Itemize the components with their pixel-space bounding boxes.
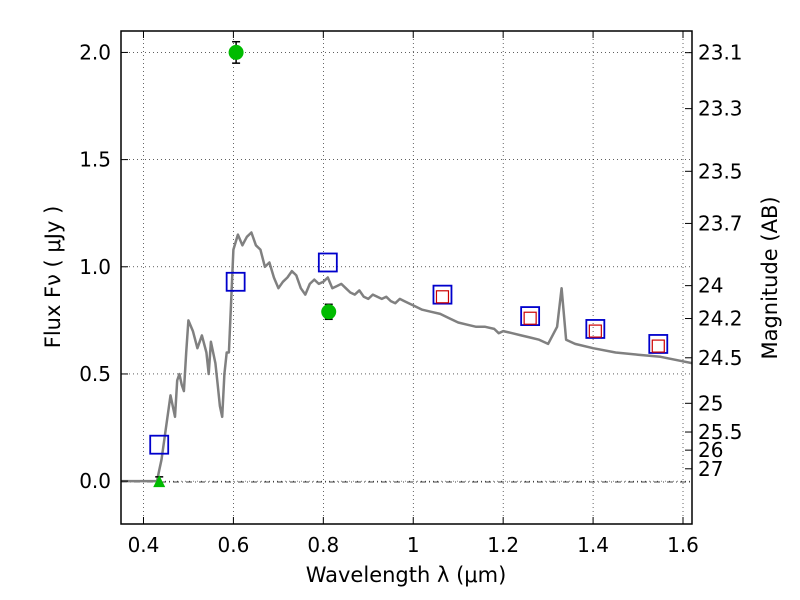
- detection-marker: [228, 44, 244, 60]
- y-tick-label: 2.0: [79, 40, 111, 64]
- y-right-tick-label: 23.3: [698, 97, 743, 121]
- y-right-tick-label: 26: [698, 438, 723, 462]
- model-photometry-marker: [225, 271, 246, 292]
- y-right-tick-label: 24.5: [698, 346, 743, 370]
- model-photometry-marker: [149, 434, 170, 455]
- model-photometry-marker-alt: [523, 311, 537, 325]
- x-axis-label: Wavelength λ (μm): [306, 563, 507, 587]
- y-right-tick-label: 25.5: [698, 420, 743, 444]
- plot-frame: [120, 30, 693, 525]
- x-tick-label: 1.4: [577, 533, 609, 557]
- model-photometry-marker: [317, 252, 338, 273]
- y-tick-label: 0.5: [79, 362, 111, 386]
- grid: [121, 31, 692, 524]
- model-photometry-marker-alt: [651, 339, 665, 353]
- y-right-tick-label: 23.1: [698, 41, 743, 65]
- model-photometry-marker-alt: [588, 324, 602, 338]
- y-right-tick-label: 23.5: [698, 159, 743, 183]
- y-tick-label: 0.0: [79, 469, 111, 493]
- y-axis-label: Flux Fν ( μJy ): [41, 206, 65, 349]
- detection-marker: [321, 304, 337, 320]
- model-photometry-marker: [585, 319, 606, 339]
- y-tick-label: 1.0: [79, 255, 111, 279]
- y-axis-right-label: Magnitude (AB): [758, 196, 782, 359]
- x-tick-label: 0.8: [307, 533, 339, 557]
- y-right-tick-label: 27: [698, 457, 723, 481]
- plot-area: [121, 40, 692, 488]
- model-photometry-marker: [648, 334, 669, 354]
- y-right-tick-label: 24.2: [698, 307, 743, 331]
- x-tick-label: 0.4: [128, 533, 160, 557]
- upper-limit-marker: [153, 475, 166, 488]
- axis-ticks: 0.4 0.6 0.8 1 1.2 1.4 1.6 0.0 0.5 1.0 1.5 2.0 23.1 23…: [79, 31, 743, 557]
- x-tick-label: 0.6: [217, 533, 249, 557]
- model-photometry-marker: [432, 284, 453, 305]
- model-photometry-marker: [520, 306, 541, 326]
- x-tick-label: 1.6: [667, 533, 699, 557]
- y-right-tick-label: 24: [698, 274, 723, 298]
- y-right-tick-label: 23.7: [698, 211, 743, 235]
- y-tick-label: 1.5: [79, 148, 111, 172]
- y-right-tick-label: 25: [698, 391, 723, 415]
- sed-model-line: [121, 231, 692, 483]
- x-tick-label: 1.2: [487, 533, 519, 557]
- model-photometry-marker-alt: [435, 290, 450, 304]
- x-tick-label: 1: [407, 533, 420, 557]
